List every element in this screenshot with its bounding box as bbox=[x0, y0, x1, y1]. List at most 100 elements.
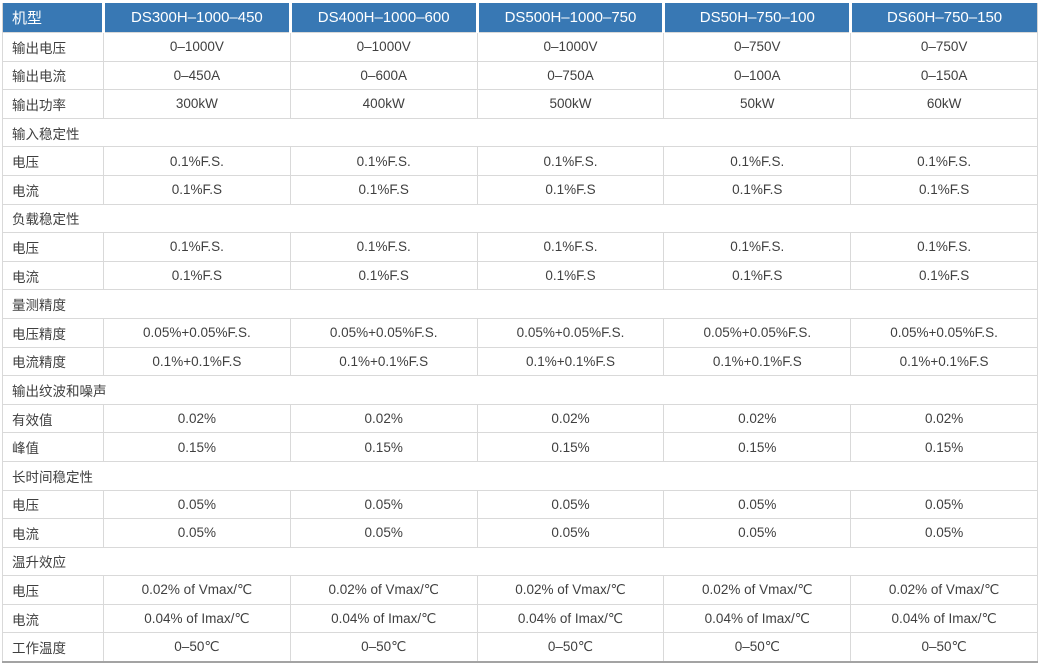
table-row: 电流 0.1%F.S 0.1%F.S 0.1%F.S 0.1%F.S 0.1%F.S bbox=[2, 260, 1038, 291]
header-model-2: DS400H–1000–600 bbox=[288, 3, 478, 33]
cell-value: 0–750A bbox=[476, 60, 665, 91]
table-row: 电流精度 0.1%+0.1%F.S 0.1%+0.1%F.S 0.1%+0.1%F.S… bbox=[2, 346, 1038, 377]
cell-value: 0.1%F.S. bbox=[289, 232, 478, 262]
cell-value: 0.1%+0.1%F.S bbox=[850, 346, 1038, 377]
cell-value: 0.02% bbox=[850, 403, 1038, 434]
row-label: 工作温度 bbox=[2, 632, 104, 663]
cell-value: 0.04% of Imax/℃ bbox=[103, 603, 291, 634]
cell-value: 0–450A bbox=[103, 60, 291, 91]
row-label: 输出电流 bbox=[2, 60, 104, 91]
cell-value: 0.02% bbox=[663, 403, 852, 434]
cell-value: 60kW bbox=[850, 89, 1038, 119]
cell-value: 0.1%+0.1%F.S bbox=[663, 346, 852, 377]
cell-value: 0–50℃ bbox=[103, 632, 291, 663]
cell-value: 0.05% bbox=[850, 518, 1038, 548]
cell-value: 400kW bbox=[289, 89, 478, 119]
cell-value: 0.05%+0.05%F.S. bbox=[663, 317, 852, 348]
cell-value: 0–150A bbox=[850, 60, 1038, 91]
table-row: 峰值 0.15% 0.15% 0.15% 0.15% 0.15% bbox=[2, 432, 1038, 462]
cell-value: 0.05% bbox=[850, 489, 1038, 520]
header-model-3: DS500H–1000–750 bbox=[475, 3, 664, 33]
section-row: 温升效应 bbox=[2, 546, 1038, 577]
table-row: 电流 0.04% of Imax/℃ 0.04% of Imax/℃ 0.04% of… bbox=[2, 603, 1038, 634]
cell-value: 0–600A bbox=[289, 60, 478, 91]
cell-value: 0.1%+0.1%F.S bbox=[476, 346, 665, 377]
table-row: 输出电压 0–1000V 0–1000V 0–1000V 0–750V 0–750V bbox=[2, 32, 1038, 62]
section-label: 负载稳定性 bbox=[2, 203, 1038, 234]
section-label: 量测精度 bbox=[2, 289, 1038, 319]
table-row: 工作温度 0–50℃ 0–50℃ 0–50℃ 0–50℃ 0–50℃ bbox=[2, 632, 1038, 663]
cell-value: 0.1%F.S. bbox=[663, 232, 852, 262]
cell-value: 0.02% bbox=[103, 403, 291, 434]
row-label: 电压 bbox=[2, 232, 104, 262]
cell-value: 0.05% bbox=[289, 489, 478, 520]
table-row: 电流 0.1%F.S 0.1%F.S 0.1%F.S 0.1%F.S 0.1%F.S bbox=[2, 174, 1038, 205]
row-label: 电压 bbox=[2, 146, 104, 176]
cell-value: 0.15% bbox=[850, 432, 1038, 462]
cell-value: 0.02% bbox=[476, 403, 665, 434]
cell-value: 0.05%+0.05%F.S. bbox=[850, 317, 1038, 348]
cell-value: 0.02% bbox=[289, 403, 478, 434]
row-label: 电流 bbox=[2, 174, 104, 205]
row-label: 电流精度 bbox=[2, 346, 104, 377]
row-label: 电流 bbox=[2, 518, 104, 548]
cell-value: 0–750V bbox=[663, 32, 852, 62]
cell-value: 0.1%F.S. bbox=[103, 146, 291, 176]
section-row: 输入稳定性 bbox=[2, 117, 1038, 148]
table-row: 电压 0.1%F.S. 0.1%F.S. 0.1%F.S. 0.1%F.S. 0.1%F.… bbox=[2, 232, 1038, 262]
cell-value: 0.1%F.S. bbox=[103, 232, 291, 262]
header-model-4: DS50H–750–100 bbox=[662, 3, 851, 33]
cell-value: 0.04% of Imax/℃ bbox=[850, 603, 1038, 634]
cell-value: 0.1%F.S. bbox=[850, 232, 1038, 262]
cell-value: 0.1%F.S bbox=[476, 174, 665, 205]
cell-value: 50kW bbox=[663, 89, 852, 119]
cell-value: 0.15% bbox=[103, 432, 291, 462]
section-label: 长时间稳定性 bbox=[2, 460, 1038, 491]
cell-value: 0–50℃ bbox=[289, 632, 478, 663]
table-row: 输出功率 300kW 400kW 500kW 50kW 60kW bbox=[2, 89, 1038, 119]
cell-value: 0.1%F.S bbox=[663, 260, 852, 291]
row-label: 输出电压 bbox=[2, 32, 104, 62]
cell-value: 0.1%F.S bbox=[663, 174, 852, 205]
section-row: 负载稳定性 bbox=[2, 203, 1038, 234]
cell-value: 0.05% bbox=[476, 518, 665, 548]
cell-value: 0–1000V bbox=[476, 32, 665, 62]
table-row: 电压 0.1%F.S. 0.1%F.S. 0.1%F.S. 0.1%F.S. 0.1%F.… bbox=[2, 146, 1038, 176]
section-row: 输出纹波和噪声 bbox=[2, 375, 1038, 405]
cell-value: 0.1%F.S bbox=[476, 260, 665, 291]
cell-value: 0–1000V bbox=[289, 32, 478, 62]
section-label: 温升效应 bbox=[2, 546, 1038, 577]
cell-value: 0–1000V bbox=[103, 32, 291, 62]
cell-value: 0.05% bbox=[103, 489, 291, 520]
cell-value: 0.02% of Vmax/℃ bbox=[289, 575, 478, 605]
table-row: 电流 0.05% 0.05% 0.05% 0.05% 0.05% bbox=[2, 518, 1038, 548]
cell-value: 0.04% of Imax/℃ bbox=[289, 603, 478, 634]
cell-value: 0.1%F.S. bbox=[476, 146, 665, 176]
cell-value: 0.1%F.S bbox=[103, 260, 291, 291]
row-label: 有效值 bbox=[2, 403, 104, 434]
cell-value: 0–750V bbox=[850, 32, 1038, 62]
cell-value: 0.1%F.S. bbox=[850, 146, 1038, 176]
row-label: 电压精度 bbox=[2, 317, 104, 348]
cell-value: 300kW bbox=[103, 89, 291, 119]
cell-value: 0.1%+0.1%F.S bbox=[103, 346, 291, 377]
cell-value: 0.05% bbox=[289, 518, 478, 548]
row-label: 峰值 bbox=[2, 432, 104, 462]
cell-value: 0.1%F.S. bbox=[663, 146, 852, 176]
cell-value: 0.15% bbox=[289, 432, 478, 462]
cell-value: 0–50℃ bbox=[663, 632, 852, 663]
table-row: 电压 0.02% of Vmax/℃ 0.02% of Vmax/℃ 0.02% of… bbox=[2, 575, 1038, 605]
section-row: 量测精度 bbox=[2, 289, 1038, 319]
header-model-label: 机型 bbox=[2, 3, 104, 33]
cell-value: 0.1%F.S. bbox=[476, 232, 665, 262]
cell-value: 0.1%F.S bbox=[850, 260, 1038, 291]
section-row: 长时间稳定性 bbox=[2, 460, 1038, 491]
row-label: 输出功率 bbox=[2, 89, 104, 119]
row-label: 电压 bbox=[2, 575, 104, 605]
cell-value: 0.1%F.S. bbox=[289, 146, 478, 176]
cell-value: 0.05%+0.05%F.S. bbox=[289, 317, 478, 348]
cell-value: 0.15% bbox=[663, 432, 852, 462]
table-row: 电压 0.05% 0.05% 0.05% 0.05% 0.05% bbox=[2, 489, 1038, 520]
row-label: 电压 bbox=[2, 489, 104, 520]
